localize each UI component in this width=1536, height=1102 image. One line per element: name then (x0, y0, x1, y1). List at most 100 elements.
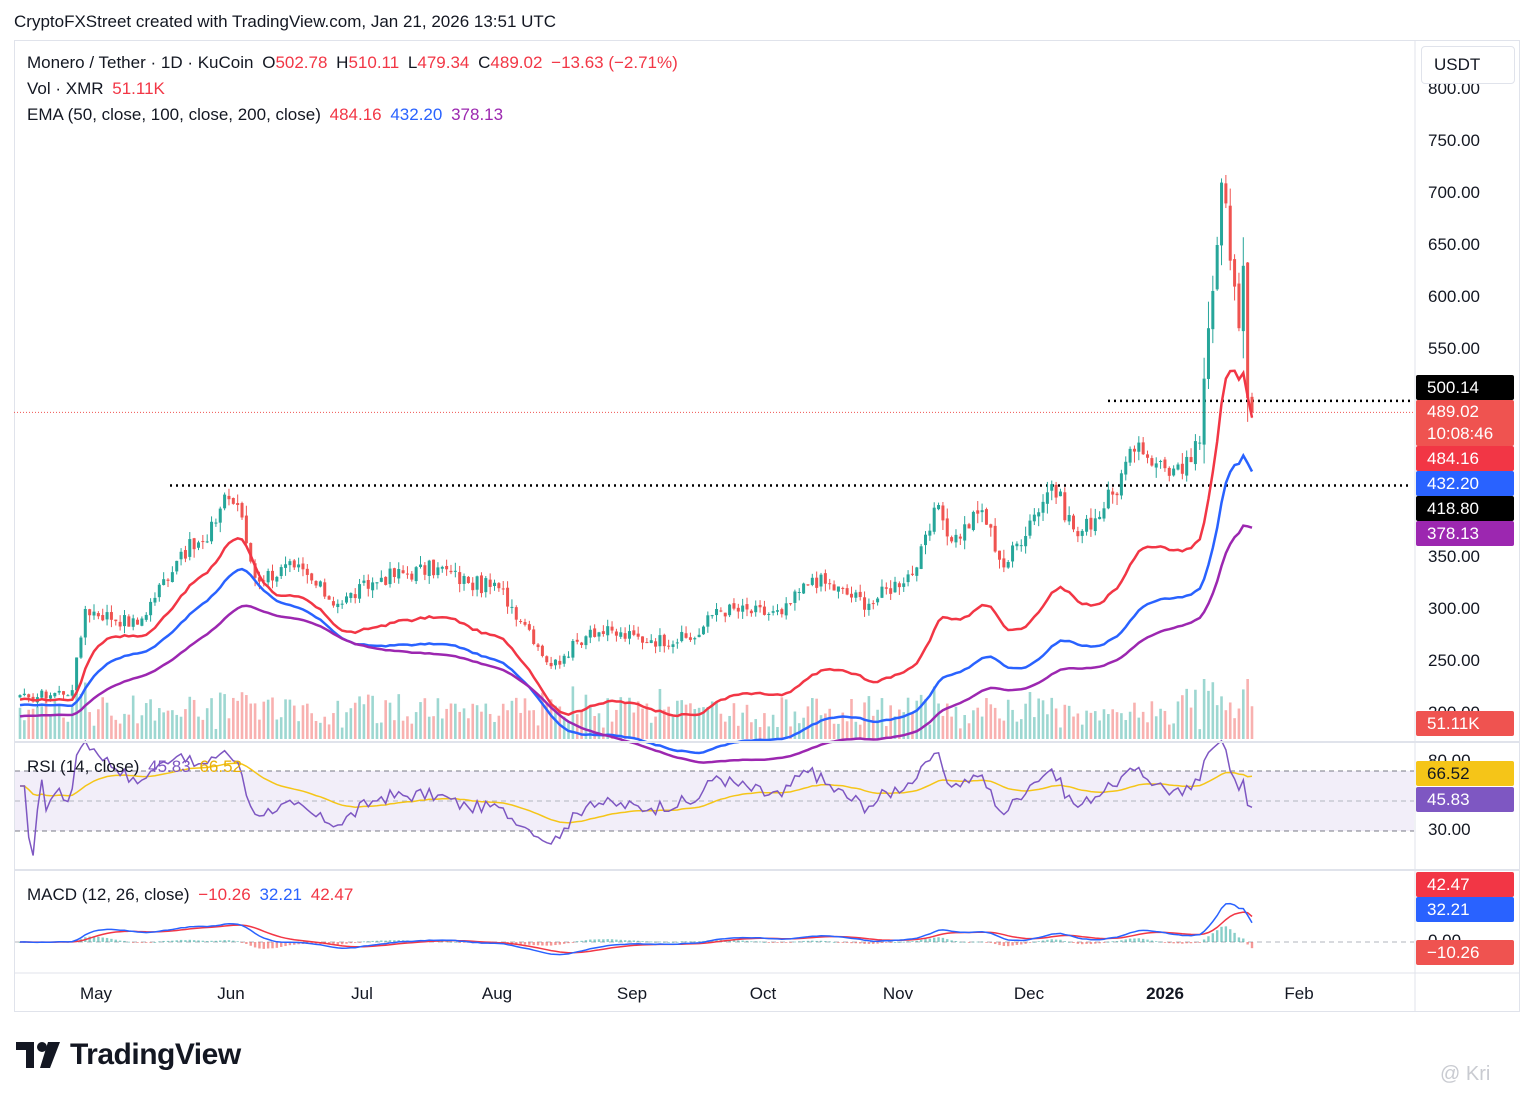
rsi-label[interactable]: RSI (14, close) (27, 757, 140, 776)
volume-bar (776, 727, 779, 739)
candle-body (553, 659, 557, 666)
macd-histogram-bar (1067, 941, 1071, 943)
volume-bar (384, 700, 387, 739)
candle (22, 688, 26, 697)
candle (871, 600, 875, 610)
volume-bar (989, 704, 993, 739)
candle (436, 562, 440, 579)
candle (775, 604, 779, 616)
volume-bar (262, 701, 266, 739)
volume-bar (998, 718, 1001, 739)
volume-bar (314, 721, 318, 739)
symbol-title[interactable]: Monero / Tether · 1D · KuCoin (27, 53, 254, 72)
volume-bar (963, 715, 966, 739)
volume-bar (245, 695, 248, 739)
macd-histogram-bar (972, 941, 975, 943)
candle-body (1150, 458, 1154, 466)
macd-label[interactable]: MACD (12, 26, close) (27, 885, 190, 904)
macd-histogram-bar (758, 941, 762, 943)
candle (488, 573, 492, 595)
candle-body (749, 610, 753, 614)
macd-histogram-bar (750, 941, 753, 943)
volume-bar (427, 716, 431, 739)
candle-body (331, 601, 335, 606)
candle-body (392, 568, 396, 578)
macd-hist-tag: −10.26 (1416, 940, 1514, 965)
volume-bar (588, 706, 592, 739)
candle (1124, 456, 1128, 481)
volume-bar (484, 703, 488, 739)
candle-body (1185, 456, 1189, 476)
candle-body (501, 588, 505, 590)
candle-body (562, 655, 566, 664)
volume-bar (1054, 708, 1058, 739)
candle (1011, 541, 1015, 568)
volume-label[interactable]: Vol · XMR (27, 79, 104, 98)
candle (122, 610, 126, 634)
candle-body (519, 621, 523, 623)
volume-bar (1024, 703, 1027, 739)
candle-body (453, 570, 457, 572)
candle-body (419, 564, 423, 568)
candle (462, 573, 466, 591)
macd-histogram-bar (667, 941, 670, 943)
candle (993, 518, 997, 553)
macd-histogram-bar (867, 942, 871, 944)
candle-body (1215, 245, 1219, 290)
candle (819, 572, 823, 592)
macd-histogram-bar (562, 942, 566, 944)
candle-body (105, 612, 109, 620)
candle-body (397, 569, 401, 579)
volume-bar (854, 721, 858, 739)
macd-histogram-bar (214, 940, 218, 942)
macd-histogram-bar (976, 941, 979, 943)
open-value: 502.78 (275, 53, 328, 72)
volume-bar (745, 704, 749, 739)
candle (945, 508, 949, 546)
candle (514, 605, 518, 627)
ema-label[interactable]: EMA (50, close, 100, close, 200, close) (27, 105, 321, 124)
tradingview-logo-icon (16, 1042, 60, 1068)
candle-body (27, 694, 31, 698)
currency-button[interactable]: USDT (1421, 46, 1515, 84)
time-tick: Nov (882, 984, 914, 1003)
volume-bar (144, 703, 148, 739)
volume-bar (454, 703, 457, 739)
candle-body (945, 518, 949, 537)
candle-body (427, 560, 431, 576)
candle (789, 603, 793, 606)
candle (362, 574, 366, 586)
candle (114, 619, 118, 626)
volume-bar (53, 700, 57, 739)
volume-bar (615, 709, 618, 739)
macd-histogram-bar (1124, 939, 1127, 942)
volume-bar (123, 713, 126, 739)
candle-body (619, 632, 623, 637)
volume-bar (475, 705, 479, 739)
macd-histogram-bar (1242, 938, 1245, 942)
candle (166, 578, 170, 588)
candle (501, 581, 505, 596)
candle-body (863, 597, 867, 610)
macd-histogram-bar (1198, 942, 1201, 943)
macd-histogram-bar (933, 937, 936, 942)
candle (1159, 459, 1163, 469)
candle (475, 575, 479, 597)
candle-body (1041, 501, 1045, 513)
volume-bar (1107, 714, 1110, 739)
macd-histogram-bar (1215, 930, 1219, 942)
candle (405, 566, 409, 579)
tradingview-logo[interactable]: TradingView (16, 1038, 241, 1072)
candle (636, 626, 640, 640)
candle-body (188, 539, 192, 557)
support-tag: 418.80 (1416, 496, 1514, 521)
volume-bar (240, 692, 244, 739)
volume-bar (1120, 713, 1123, 739)
candle-body (62, 691, 66, 695)
volume-bar (1124, 720, 1128, 739)
candle-body (305, 568, 309, 575)
volume-bar (97, 709, 100, 739)
candle-body (1011, 545, 1015, 562)
volume-bar (249, 703, 253, 739)
